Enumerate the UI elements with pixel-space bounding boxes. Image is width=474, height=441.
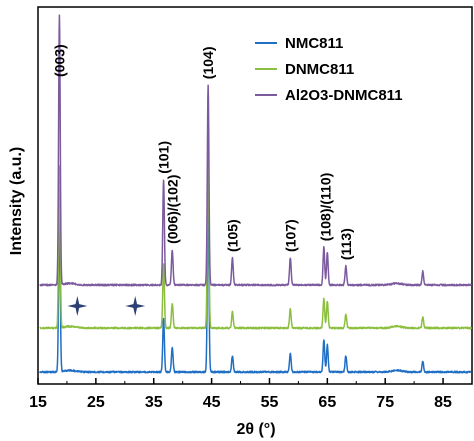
peak-annotation: (101) — [156, 141, 172, 174]
star-marker — [67, 296, 88, 316]
legend-label: Al2O3-DNMC811 — [285, 87, 403, 104]
x-tick-label: 85 — [434, 394, 452, 411]
legend: NMC811 DNMC811 Al2O3-DNMC811 — [255, 35, 403, 104]
peak-annotation: (113) — [338, 228, 354, 260]
peak-annotation: (107) — [282, 219, 298, 252]
x-tick-label: 25 — [87, 394, 105, 411]
x-tick-label: 15 — [29, 394, 47, 411]
x-tick-label: 55 — [261, 394, 279, 411]
series-layer — [39, 14, 473, 374]
legend-label: DNMC811 — [285, 61, 354, 78]
peak-annotation: (006)/(102) — [164, 175, 180, 244]
x-tick-label: 65 — [318, 394, 336, 411]
legend-label: NMC811 — [285, 35, 343, 52]
series-line-al2o3-dnmc811 — [39, 14, 473, 287]
x-axis-label: 2θ (°) — [236, 421, 275, 438]
peak-annotation: (003) — [51, 44, 67, 77]
peak-annotation: (104) — [200, 47, 216, 80]
star-marker — [125, 296, 146, 316]
x-tick-label: 45 — [203, 394, 221, 411]
annotation-layer: (003) (101)(006)/(102) (104) (105) (107) (108… — [51, 44, 354, 260]
y-axis-label: Intensity (a.u.) — [8, 147, 25, 255]
x-tick-label: 35 — [145, 394, 163, 411]
x-tick-layer: 15 25 35 45 55 65 75 85 — [29, 378, 452, 411]
plot-border — [37, 6, 473, 385]
series-line-dnmc811 — [39, 151, 473, 330]
marker-layer — [67, 296, 146, 316]
peak-annotation: (108)/(110) — [318, 173, 334, 241]
peak-annotation: (105) — [224, 219, 240, 252]
series-line-nmc811 — [39, 203, 472, 374]
x-tick-label: 75 — [376, 394, 394, 411]
plot-frame — [37, 6, 473, 385]
